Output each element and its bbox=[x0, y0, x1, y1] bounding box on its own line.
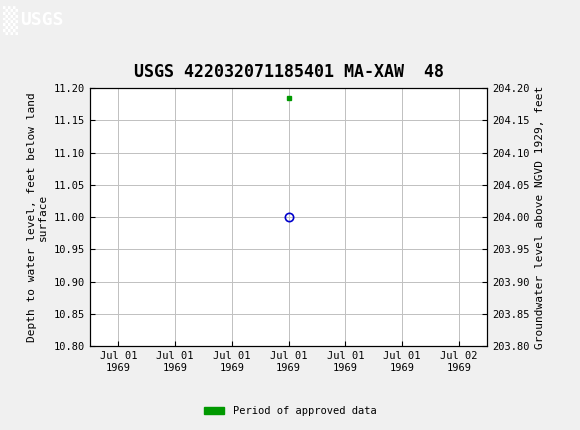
Y-axis label: Depth to water level, feet below land
surface: Depth to water level, feet below land su… bbox=[27, 92, 48, 342]
Title: USGS 422032071185401 MA-XAW  48: USGS 422032071185401 MA-XAW 48 bbox=[133, 63, 444, 81]
Text: ▒: ▒ bbox=[3, 6, 18, 35]
Text: USGS: USGS bbox=[20, 12, 64, 29]
Legend: Period of approved data: Period of approved data bbox=[200, 402, 380, 421]
Y-axis label: Groundwater level above NGVD 1929, feet: Groundwater level above NGVD 1929, feet bbox=[535, 86, 545, 349]
